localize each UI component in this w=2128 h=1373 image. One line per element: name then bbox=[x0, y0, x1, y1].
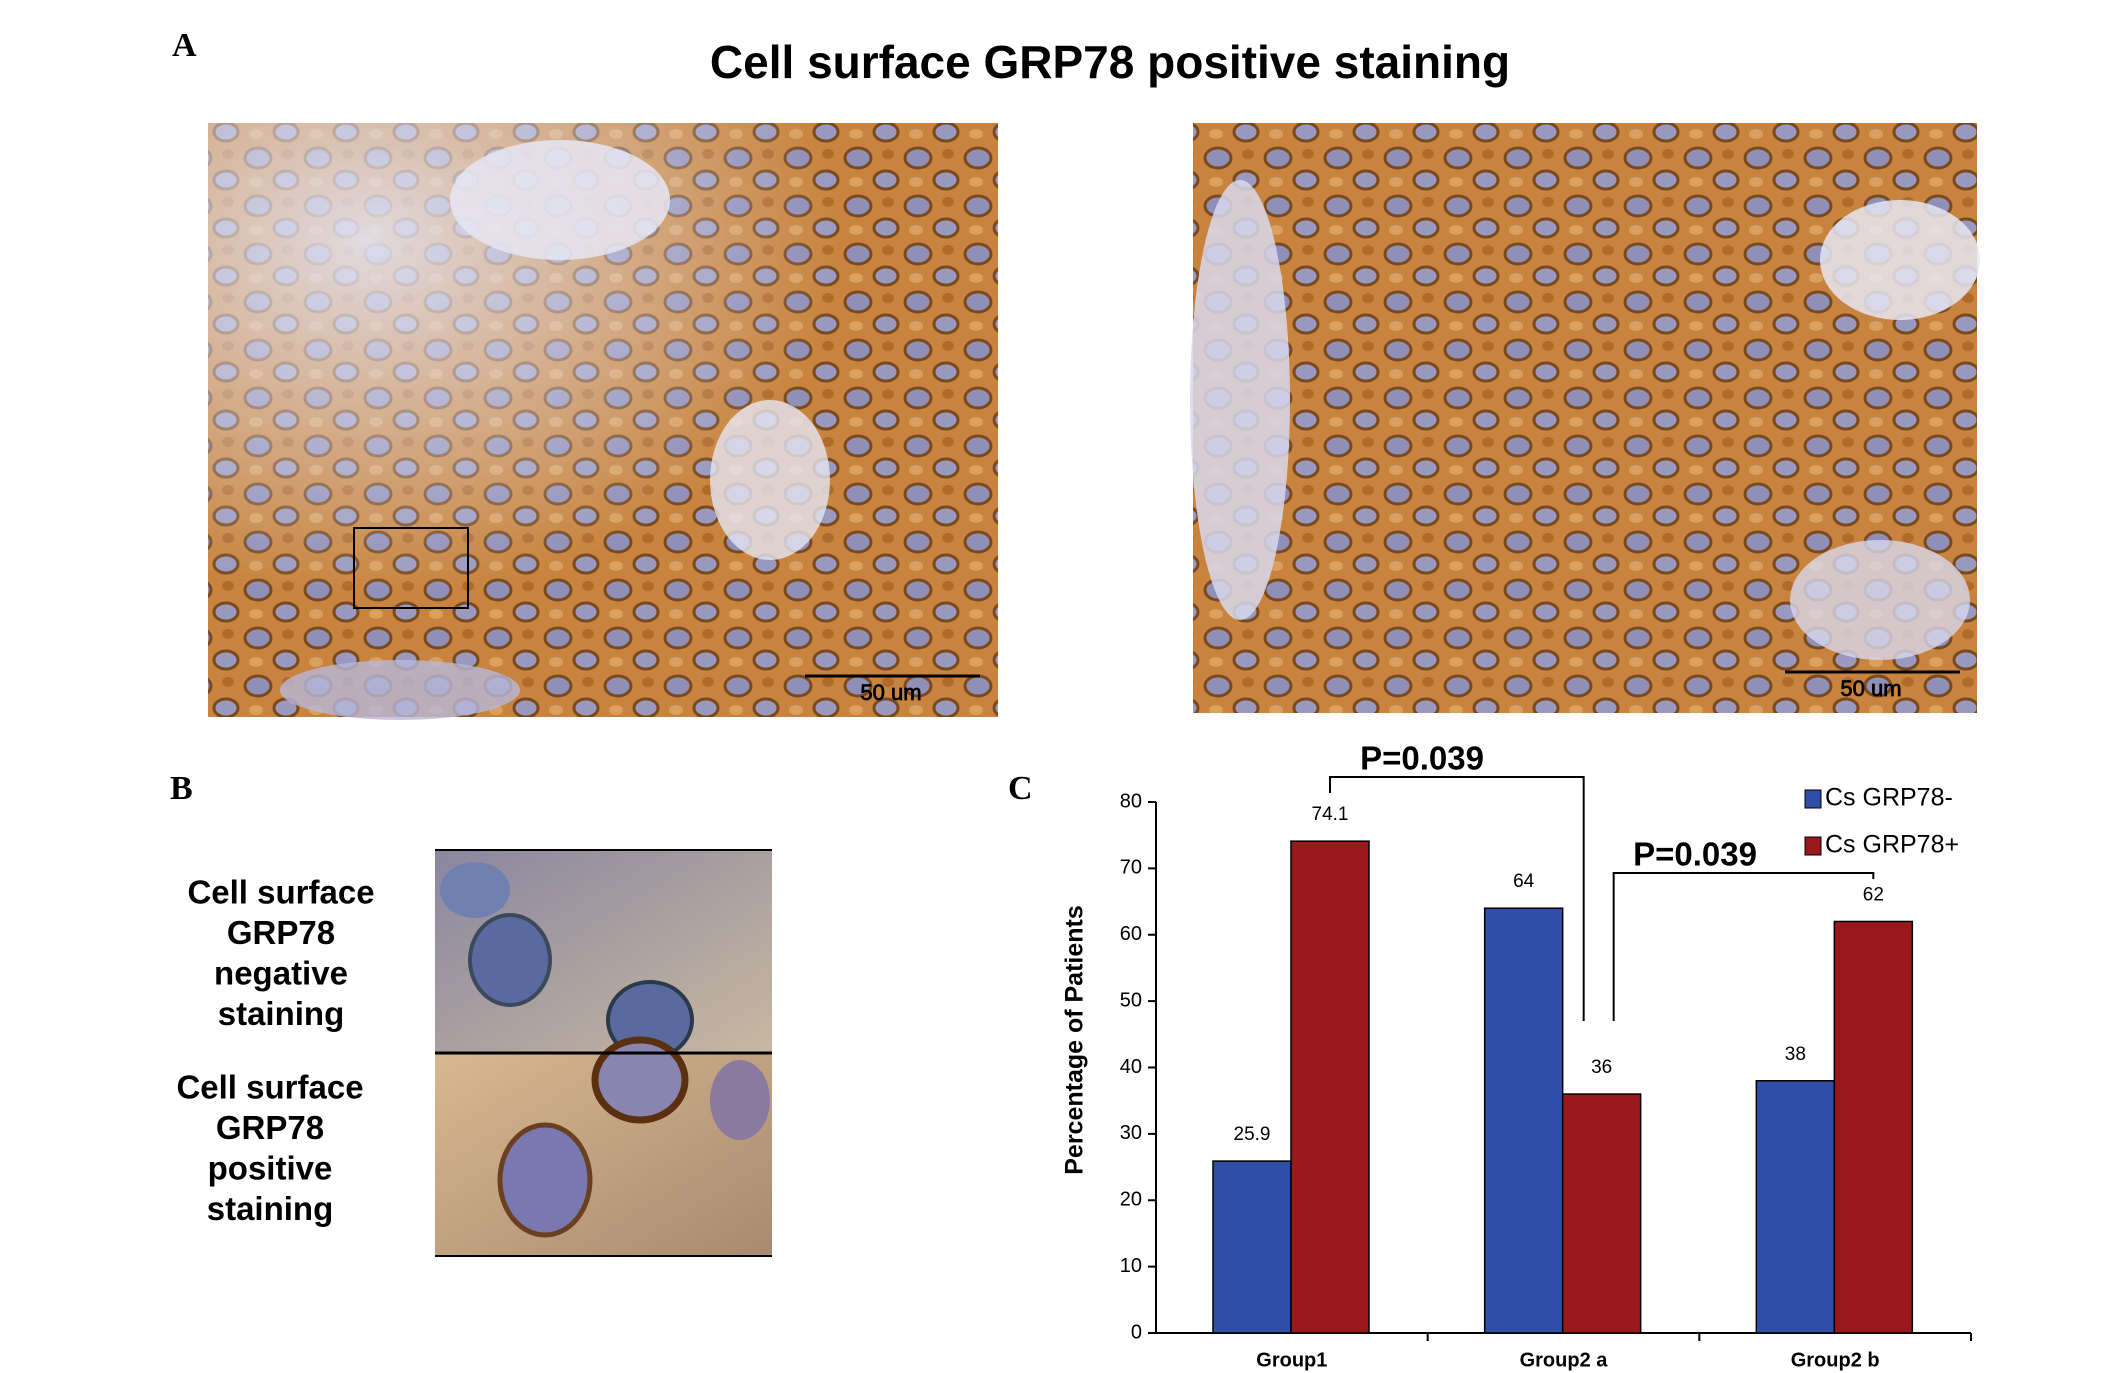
p-value: P=0.039 bbox=[1633, 836, 1757, 873]
value-label: 38 bbox=[1785, 1044, 1806, 1065]
bar bbox=[1290, 840, 1370, 1334]
y-tick-label: 70 bbox=[1120, 857, 1142, 879]
bar bbox=[1483, 907, 1564, 1334]
scale-bar-label: 50 um bbox=[1840, 676, 1901, 701]
significance-bracket bbox=[1612, 872, 1875, 1021]
x-tick-label: Group2 b bbox=[1791, 1349, 1880, 1371]
caption-line: staining bbox=[218, 995, 345, 1032]
panel-label: B bbox=[170, 770, 193, 807]
caption-line: Cell surface bbox=[187, 874, 374, 911]
caption-line: staining bbox=[207, 1190, 334, 1227]
bar bbox=[1833, 920, 1914, 1334]
caption-line: GRP78 bbox=[227, 914, 335, 951]
y-axis-title: Percentage of Patients bbox=[1061, 905, 1089, 1175]
value-label: 36 bbox=[1591, 1057, 1612, 1078]
y-tick-label: 30 bbox=[1120, 1122, 1142, 1144]
legend-swatch bbox=[1804, 836, 1822, 856]
p-value: P=0.039 bbox=[1360, 740, 1484, 777]
legend-label: Cs GRP78- bbox=[1825, 784, 1953, 812]
caption-line: negative bbox=[214, 955, 348, 992]
x-tick-label: Group2 a bbox=[1520, 1349, 1609, 1371]
y-tick-label: 50 bbox=[1120, 989, 1142, 1011]
value-label: 74.1 bbox=[1312, 804, 1349, 825]
y-tick-label: 40 bbox=[1120, 1056, 1142, 1078]
y-tick-label: 10 bbox=[1120, 1255, 1142, 1277]
cell-closeup bbox=[435, 849, 772, 1257]
legend-swatch bbox=[1804, 789, 1822, 809]
value-label: 62 bbox=[1863, 884, 1884, 905]
bar bbox=[1212, 1160, 1292, 1334]
micrograph: 50 um bbox=[1190, 123, 1980, 713]
panel-label: A bbox=[172, 27, 197, 64]
y-tick-label: 0 bbox=[1131, 1321, 1142, 1343]
bar bbox=[1561, 1093, 1642, 1334]
bar bbox=[1755, 1080, 1836, 1334]
significance-bracket bbox=[1329, 776, 1585, 1021]
y-tick-label: 60 bbox=[1120, 923, 1142, 945]
scale-bar-label: 50 um bbox=[860, 680, 921, 705]
panel-title: Cell surface GRP78 positive staining bbox=[710, 36, 1510, 88]
value-label: 64 bbox=[1513, 871, 1535, 892]
y-tick-label: 80 bbox=[1120, 790, 1142, 812]
y-tick-label: 20 bbox=[1120, 1189, 1142, 1211]
caption-line: positive bbox=[208, 1150, 333, 1187]
micrograph: 50 um bbox=[208, 123, 998, 720]
value-label: 25.9 bbox=[1234, 1124, 1271, 1145]
caption-line: GRP78 bbox=[216, 1109, 324, 1146]
x-tick-label: Group1 bbox=[1256, 1349, 1327, 1371]
bar-chart: 0 10 20 30 40 50 60 70 80 Group1 25.9 74.1 Group2 a 6… bbox=[1120, 740, 1972, 1371]
legend-label: Cs GRP78+ bbox=[1825, 831, 1959, 859]
panel-label: C bbox=[1008, 770, 1033, 807]
caption-line: Cell surface bbox=[176, 1069, 363, 1106]
